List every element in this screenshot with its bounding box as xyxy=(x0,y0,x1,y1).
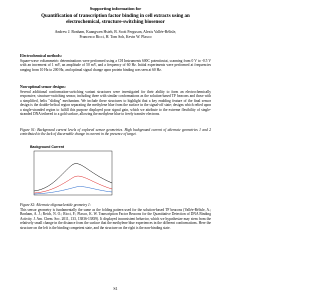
plot-frame xyxy=(33,150,113,196)
figure: Background Current xyxy=(30,145,113,196)
section-heading: Non-optimal sensor designs: xyxy=(20,85,66,89)
header: Supporting information for xyxy=(89,6,142,11)
figure-caption: Figure S2: Alternate oligonucleotide geo… xyxy=(20,203,91,207)
figure-caption: Figure S1: Background current levels of … xyxy=(20,128,211,137)
curve xyxy=(33,175,113,194)
authors: Andrew J. Bonham, Kuangwen Hsieh, B. Sco… xyxy=(54,30,177,39)
section-heading: Electrochemical methods: xyxy=(20,54,63,58)
title: Quantification of transcription factor b… xyxy=(41,14,190,25)
curve xyxy=(33,186,113,195)
page-number: S1 xyxy=(113,286,118,291)
paragraph: This sensor geometry is fundamentally th… xyxy=(20,208,211,230)
paragraph: Square-wave voltammetric determinations … xyxy=(20,59,211,72)
chart-title: Background Current xyxy=(30,145,65,149)
page: Supporting information for Quantificatio… xyxy=(20,6,211,291)
curve xyxy=(33,163,113,192)
paragraph: Several additional conformation-switchin… xyxy=(20,90,211,117)
